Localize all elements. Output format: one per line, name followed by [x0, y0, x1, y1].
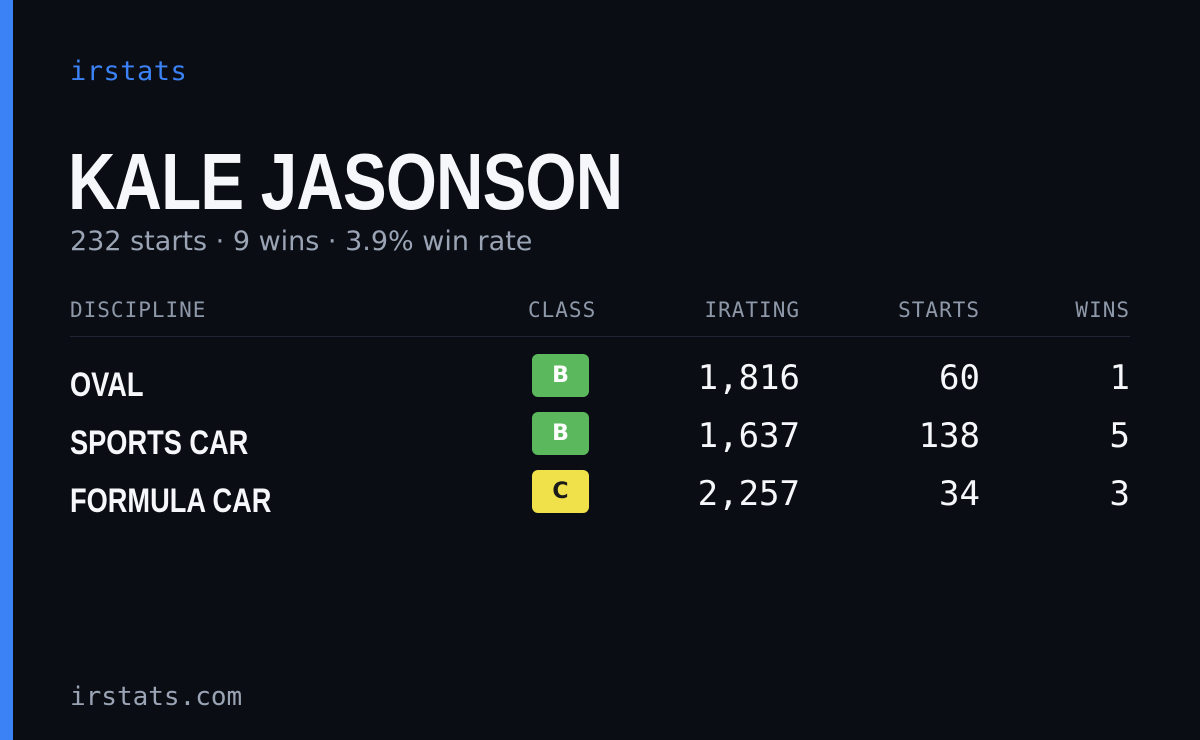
brand-logo: irstats	[70, 56, 188, 87]
header-irating: IRATING	[704, 298, 800, 322]
header-class: CLASS	[528, 298, 597, 322]
discipline-name: SPORTS CAR	[70, 424, 249, 462]
starts-value: 34	[939, 474, 980, 514]
footer-link[interactable]: irstats.com	[70, 682, 243, 712]
irating-value: 1,637	[697, 416, 800, 456]
irating-value: 2,257	[697, 474, 800, 514]
discipline-name: FORMULA CAR	[70, 482, 272, 520]
table-header: DISCIPLINE CLASS IRATING STARTS WINS	[70, 296, 1130, 337]
table-row: FORMULA CAR C 2,257 34 3	[70, 470, 1130, 528]
stats-table: DISCIPLINE CLASS IRATING STARTS WINS OVA…	[70, 296, 1130, 528]
driver-summary: 232 starts · 9 wins · 3.9% win rate	[70, 226, 533, 257]
table-row: OVAL B 1,816 60 1	[70, 354, 1130, 412]
wins-value: 5	[1109, 416, 1130, 456]
header-starts: STARTS	[898, 298, 980, 322]
wins-value: 3	[1109, 474, 1130, 514]
class-badge: B	[532, 412, 589, 455]
header-discipline: DISCIPLINE	[70, 298, 207, 322]
header-wins: WINS	[1075, 298, 1130, 322]
irating-value: 1,816	[697, 358, 800, 398]
discipline-name: OVAL	[70, 366, 144, 404]
wins-value: 1	[1109, 358, 1130, 398]
starts-value: 138	[918, 416, 980, 456]
table-row: SPORTS CAR B 1,637 138 5	[70, 412, 1130, 470]
class-badge: B	[532, 354, 589, 397]
driver-name: KALE JASONSON	[68, 137, 623, 226]
accent-bar	[0, 0, 13, 740]
class-badge: C	[532, 470, 589, 513]
starts-value: 60	[939, 358, 980, 398]
